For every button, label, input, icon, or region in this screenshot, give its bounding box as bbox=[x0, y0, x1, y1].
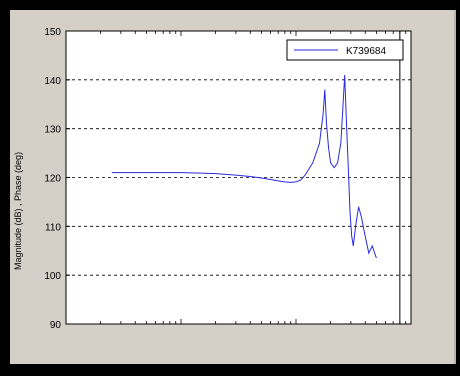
series-line-k739684 bbox=[111, 74, 377, 259]
legend-label: K739684 bbox=[346, 46, 386, 57]
y-axis-tick-labels: 90 100 110 120 130 140 150 bbox=[44, 27, 61, 331]
y-tick-label-100: 100 bbox=[44, 271, 61, 282]
y-tick-label-150: 150 bbox=[44, 27, 61, 38]
y-tick-label-120: 120 bbox=[44, 174, 61, 185]
y-tick-label-110: 110 bbox=[45, 222, 61, 233]
y-axis-ticks bbox=[66, 30, 70, 325]
plot-area bbox=[65, 30, 412, 325]
y-tick-label-140: 140 bbox=[44, 76, 61, 87]
y-tick-label-90: 90 bbox=[50, 320, 62, 331]
y-axis-label: Magnitude (dB) , Phase (deg) bbox=[13, 152, 23, 270]
y-tick-label-130: 130 bbox=[44, 125, 61, 136]
legend: K739684 bbox=[286, 39, 404, 61]
legend-box bbox=[286, 39, 404, 61]
x-axis-ticks bbox=[65, 31, 407, 324]
